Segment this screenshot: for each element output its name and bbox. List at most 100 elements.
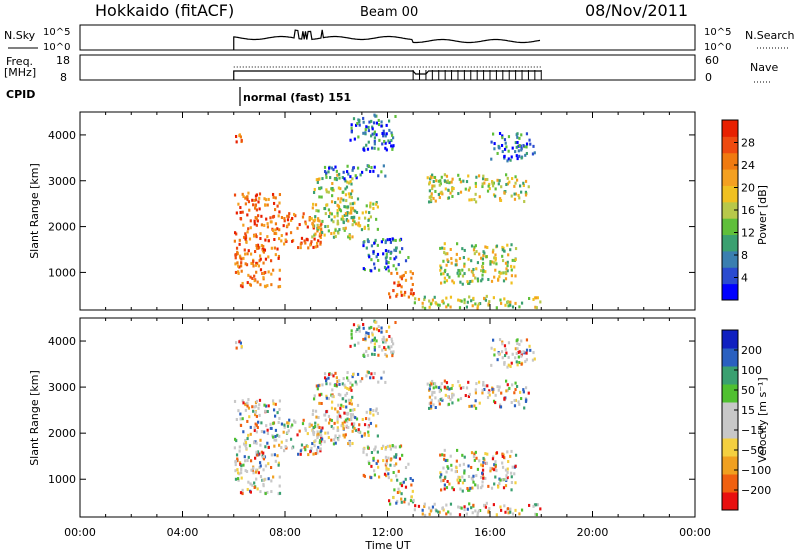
power-cell <box>431 298 435 302</box>
velocity-cell <box>346 417 349 421</box>
power-cell <box>350 130 353 134</box>
power-cell <box>351 177 354 181</box>
velocity-cell <box>520 508 524 512</box>
power-cell <box>458 177 461 181</box>
power-cell <box>387 265 390 269</box>
power-cell <box>362 131 365 135</box>
colorbar-swatch <box>722 136 738 154</box>
velocity-cell <box>380 330 383 334</box>
power-cell <box>411 282 414 286</box>
velocity-cell <box>257 420 260 424</box>
power-cell <box>441 299 444 303</box>
velocity-cell <box>312 433 315 437</box>
velocity-cell <box>263 430 266 434</box>
velocity-cell <box>313 394 316 398</box>
velocity-cell <box>513 399 516 403</box>
velocity-cell <box>384 380 387 384</box>
velocity-cell <box>373 342 376 346</box>
colorbar-swatch <box>722 384 738 403</box>
velocity-cell <box>336 420 339 424</box>
power-cell <box>445 174 449 178</box>
power-cell <box>255 244 258 248</box>
power-cell <box>451 177 454 181</box>
velocity-cell <box>390 345 393 349</box>
power-cell <box>470 259 473 263</box>
velocity-cell <box>354 416 357 420</box>
velocity-cell <box>367 332 370 336</box>
power-cell <box>370 134 373 138</box>
power-cell <box>328 166 331 170</box>
velocity-cell <box>496 358 499 362</box>
power-cell <box>487 278 490 282</box>
power-cell <box>327 208 331 212</box>
power-cell <box>339 187 342 191</box>
power-cell <box>362 120 365 124</box>
velocity-cell <box>474 483 477 487</box>
colorbar-swatch <box>722 250 738 268</box>
velocity-cell <box>269 465 273 469</box>
power-cell <box>392 289 395 293</box>
power-cell <box>267 270 270 274</box>
power-cell <box>451 189 454 193</box>
velocity-cell <box>312 431 315 435</box>
power-cell <box>364 128 367 132</box>
velocity-cell <box>358 423 361 427</box>
velocity-cell <box>385 354 388 358</box>
power-cell <box>438 303 441 307</box>
velocity-cell <box>429 383 432 387</box>
power-cell <box>262 272 265 276</box>
velocity-cell <box>370 352 374 356</box>
velocity-cell <box>503 361 506 365</box>
power-cell <box>258 254 262 258</box>
velocity-cell <box>471 486 474 490</box>
velocity-cell <box>470 506 473 510</box>
power-cell <box>245 263 249 267</box>
velocity-cell <box>439 453 442 457</box>
power-cell <box>374 238 377 242</box>
power-cell <box>276 227 279 231</box>
velocity-cell <box>286 424 290 428</box>
power-cell <box>484 270 487 274</box>
power-cell <box>253 274 256 278</box>
velocity-cell <box>407 462 410 466</box>
power-cell <box>478 252 481 256</box>
velocity-cell <box>476 511 479 515</box>
power-cell <box>299 246 302 250</box>
velocity-cell <box>495 469 498 473</box>
power-cell <box>334 165 337 169</box>
velocity-cell <box>256 453 259 457</box>
velocity-cell <box>429 401 432 405</box>
power-cell <box>467 188 470 192</box>
velocity-cell <box>327 436 330 440</box>
power-cell <box>258 196 261 200</box>
velocity-cell <box>264 404 268 408</box>
power-cell <box>524 153 527 157</box>
power-cell <box>309 243 312 247</box>
power-cell <box>447 303 450 307</box>
power-cell <box>421 301 424 305</box>
power-cell <box>247 249 250 253</box>
velocity-cell <box>327 397 330 401</box>
velocity-cell <box>369 408 372 412</box>
power-cell <box>251 262 254 266</box>
velocity-cell <box>472 480 475 484</box>
velocity-cell <box>251 483 254 487</box>
velocity-cell <box>375 424 378 428</box>
power-cell <box>325 171 328 175</box>
velocity-cell <box>356 372 360 376</box>
velocity-cell <box>234 460 237 464</box>
velocity-cell <box>474 450 477 454</box>
power-cell <box>515 145 518 149</box>
velocity-cell <box>495 451 499 455</box>
velocity-cell <box>501 356 504 360</box>
power-cell <box>488 187 491 191</box>
power-cell <box>349 179 352 183</box>
station-title: Hokkaido (fitACF) <box>95 1 234 20</box>
power-cell <box>471 271 474 275</box>
velocity-cell <box>367 433 370 437</box>
freq-label-line1: Freq. <box>6 55 33 68</box>
power-cell <box>340 197 343 201</box>
power-cell <box>240 138 243 142</box>
power-cell <box>367 218 370 222</box>
time-axis-ticks: 00:00 04:00 08:00 12:00 16:00 20:00 00:00 <box>64 112 711 539</box>
